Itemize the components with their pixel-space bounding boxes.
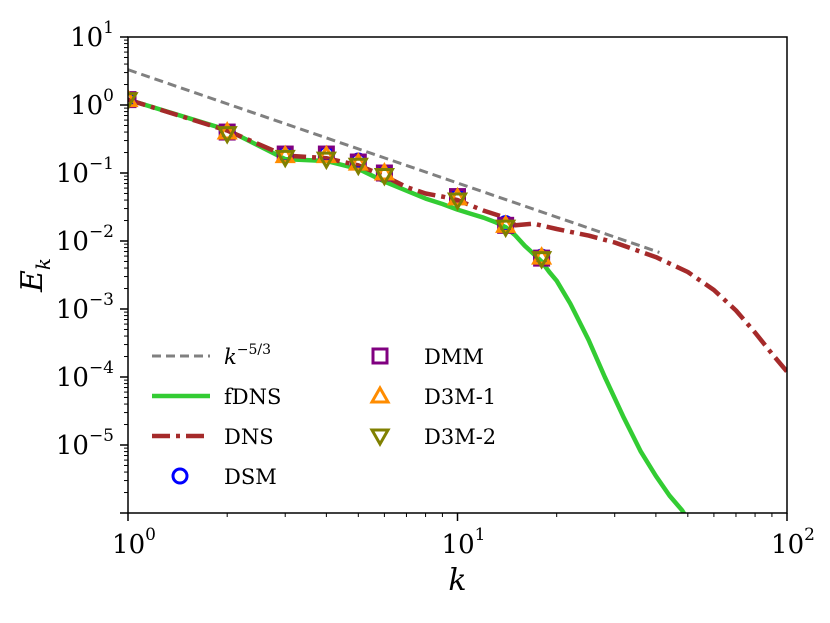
legend-label: DMM	[424, 345, 484, 369]
legend-entry-dns: DNS	[152, 425, 274, 449]
marker-d3m-2-3	[315, 151, 337, 171]
marker-d3m-2-0	[128, 92, 139, 111]
legend-entry-d3m-2: D3M-2	[369, 425, 496, 449]
marker-d3m-1-6	[446, 186, 469, 206]
legend-label: fDNS	[224, 385, 281, 409]
y-tick-label-5: 10−4	[56, 358, 114, 393]
legend-label: DNS	[224, 425, 274, 449]
marker-d3m-1-7	[495, 214, 517, 233]
legend-label: DSM	[224, 465, 277, 489]
legend-marker	[371, 347, 389, 365]
series-line-k-5-3	[128, 68, 660, 254]
y-tick-label-2: 10−1	[56, 154, 114, 189]
legend-label: k−5/3	[224, 342, 271, 369]
marker-d3m-2-6	[446, 192, 469, 212]
legend-marker	[369, 428, 391, 448]
x-tick-label-2: 102	[771, 525, 815, 560]
legend-entry-dmm: DMM	[371, 345, 484, 369]
plot-area	[128, 68, 787, 513]
legend-entry-d3m-1: D3M-1	[369, 384, 496, 409]
y-tick-label-3: 10−2	[56, 222, 114, 257]
x-tick-label-1: 101	[442, 525, 486, 560]
marker-d3m-1-5	[373, 161, 395, 181]
y-tick-label-4: 10−3	[56, 290, 114, 325]
marker-d3m-2-8	[531, 251, 553, 270]
marker-d3m-1-8	[531, 246, 553, 265]
series-line-dns	[128, 97, 787, 374]
legend-label: D3M-2	[424, 425, 496, 449]
marker-d3m-2-7	[495, 219, 517, 239]
marker-d3m-2-4	[347, 157, 369, 177]
marker-dmm-0	[128, 91, 137, 109]
marker-d3m-1-3	[315, 144, 337, 164]
y-axis-label: Ek	[15, 258, 55, 293]
y-tick-label-6: 10−5	[56, 426, 114, 461]
legend-entry-k-5-3: k−5/3	[152, 342, 271, 369]
marker-d3m-1-4	[347, 152, 369, 171]
x-tick-label-0: 100	[112, 525, 156, 560]
y-tick-label-0: 101	[70, 18, 114, 53]
legend-entry-dsm: DSM	[171, 465, 277, 489]
marker-d3m-1-2	[274, 144, 296, 164]
series-line-fdns	[128, 97, 687, 513]
x-axis-label: k	[448, 563, 466, 598]
legend-label: D3M-1	[424, 385, 496, 409]
marker-d3m-1-1	[216, 121, 238, 140]
y-tick-label-1: 100	[70, 86, 114, 121]
legend-entry-fdns: fDNS	[152, 385, 281, 409]
marker-d3m-2-5	[373, 167, 395, 187]
marker-d3m-2-1	[216, 126, 238, 145]
legend-marker	[369, 384, 391, 404]
legend-marker	[171, 467, 189, 485]
axis-ticks: 100 101 102 101 100 10−1 10−2 10−3 10−4 10−5	[56, 18, 815, 560]
marker-d3m-2-2	[274, 149, 296, 169]
legend: k−5/3 fDNS DNS DSM DMM D3M-1 D3M-2	[152, 342, 496, 489]
